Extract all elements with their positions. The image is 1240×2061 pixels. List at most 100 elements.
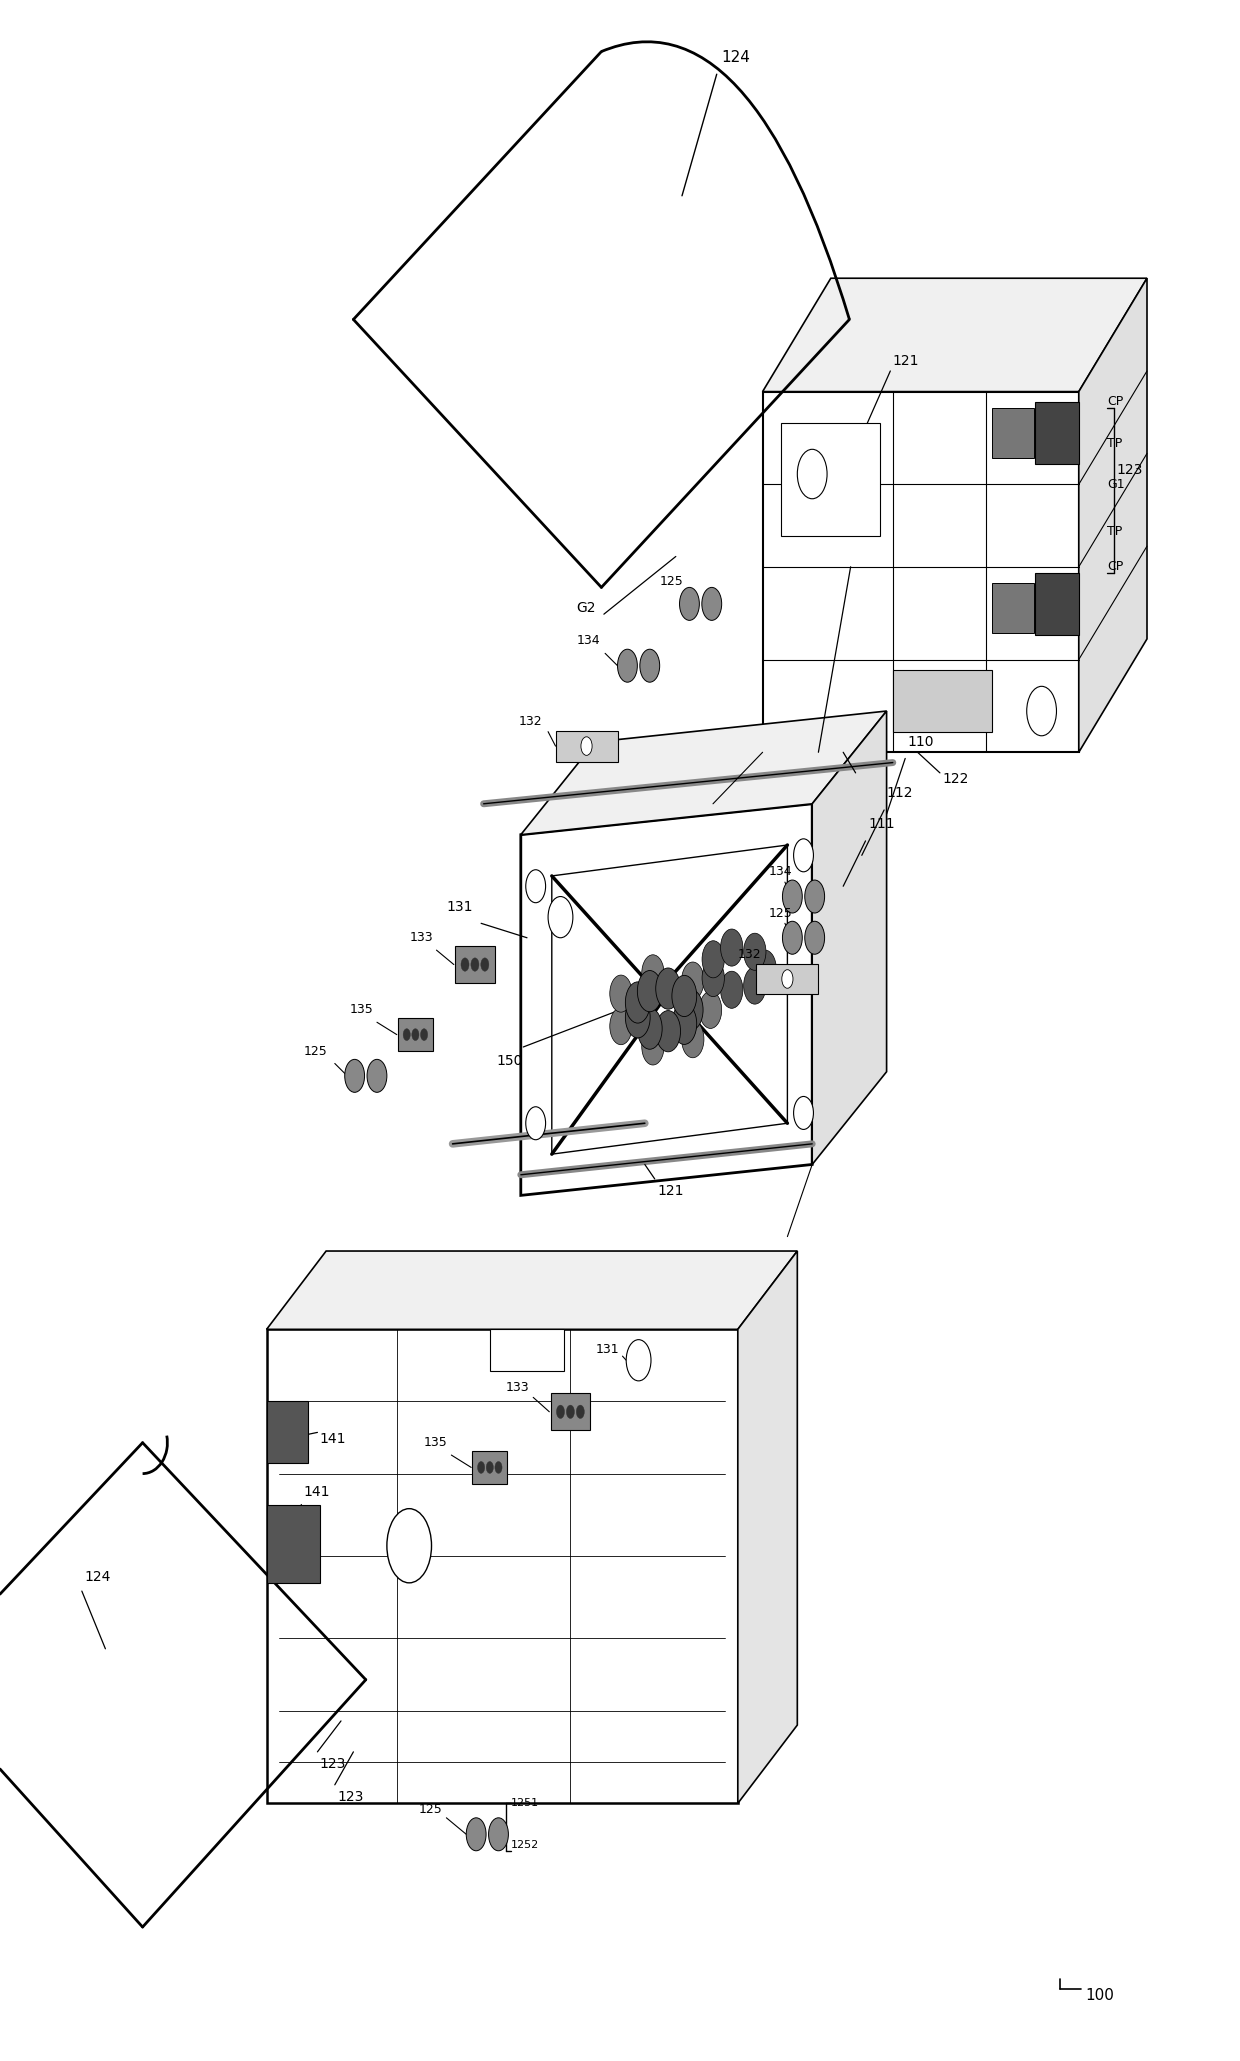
Polygon shape [455,946,495,983]
Polygon shape [756,965,818,993]
Text: 134: 134 [577,635,600,647]
Circle shape [626,1340,651,1381]
Circle shape [702,960,724,998]
Circle shape [625,981,650,1022]
Polygon shape [992,583,1034,633]
Circle shape [702,587,722,620]
Circle shape [797,449,827,499]
Text: 131: 131 [595,1344,619,1356]
Text: 135: 135 [350,1004,373,1016]
Circle shape [682,1020,704,1057]
Text: CP: CP [1107,396,1123,408]
Text: 141: 141 [304,1486,330,1498]
Text: 124: 124 [722,49,750,66]
Circle shape [577,1406,584,1418]
Polygon shape [267,1251,797,1329]
Circle shape [702,940,724,977]
Text: 132: 132 [518,715,542,728]
Text: 141: 141 [320,1432,346,1445]
Circle shape [526,870,546,903]
Circle shape [625,998,650,1039]
Text: 125: 125 [769,907,792,919]
Circle shape [794,839,813,872]
Text: 123: 123 [1116,464,1142,476]
Text: 123: 123 [320,1758,346,1770]
Text: 132: 132 [738,948,761,960]
Text: 122: 122 [942,773,968,785]
Polygon shape [812,711,887,1164]
Polygon shape [267,1329,738,1803]
Circle shape [461,958,469,971]
Text: G2: G2 [577,602,596,614]
Text: 123: 123 [337,1791,363,1803]
Polygon shape [1079,278,1147,752]
Circle shape [782,880,802,913]
Circle shape [720,930,743,967]
Text: 111: 111 [868,818,894,831]
Text: G1: G1 [1107,478,1125,491]
Polygon shape [490,1329,564,1371]
Polygon shape [781,423,880,536]
Circle shape [672,1004,697,1045]
Circle shape [471,958,479,971]
Text: TP: TP [1107,437,1122,449]
Text: CP: CP [1107,561,1123,573]
Circle shape [672,975,697,1016]
Polygon shape [472,1451,507,1484]
Polygon shape [893,670,992,732]
Polygon shape [1035,402,1079,464]
Circle shape [466,1818,486,1851]
Polygon shape [521,711,887,835]
Circle shape [387,1509,432,1583]
Circle shape [412,1028,419,1041]
Circle shape [580,736,593,754]
Text: 134: 134 [769,866,792,878]
Circle shape [699,991,722,1028]
Circle shape [486,1461,494,1474]
Circle shape [481,958,489,971]
Text: 125: 125 [304,1045,327,1057]
Polygon shape [398,1018,433,1051]
Polygon shape [552,845,787,1154]
Circle shape [345,1059,365,1092]
Text: 110: 110 [908,736,934,748]
Circle shape [744,934,766,971]
Circle shape [618,649,637,682]
Circle shape [420,1028,428,1041]
Polygon shape [1035,573,1079,635]
Text: 125: 125 [660,575,683,587]
Circle shape [805,921,825,954]
Circle shape [610,975,632,1012]
Circle shape [548,897,573,938]
Circle shape [805,880,825,913]
Circle shape [526,1107,546,1140]
Circle shape [680,587,699,620]
Polygon shape [763,278,1147,392]
Polygon shape [551,1393,590,1430]
Circle shape [637,971,662,1012]
Text: 133: 133 [506,1381,529,1393]
Circle shape [744,967,766,1004]
Text: 100: 100 [1085,1987,1114,2003]
Circle shape [557,1406,564,1418]
Circle shape [656,969,681,1010]
Circle shape [682,962,704,1000]
Polygon shape [521,804,812,1195]
Text: 135: 135 [424,1437,448,1449]
Polygon shape [267,1505,320,1583]
Polygon shape [556,732,618,761]
Text: 150: 150 [496,1055,522,1068]
Text: 1252: 1252 [511,1840,539,1849]
Circle shape [637,1008,662,1049]
Circle shape [610,1008,632,1045]
Circle shape [367,1059,387,1092]
Polygon shape [353,52,849,587]
Circle shape [781,971,794,987]
Circle shape [489,1818,508,1851]
Polygon shape [0,1443,366,1927]
Circle shape [567,1406,574,1418]
Polygon shape [267,1401,308,1463]
Text: 112: 112 [887,787,913,800]
Circle shape [495,1461,502,1474]
Circle shape [1027,686,1056,736]
